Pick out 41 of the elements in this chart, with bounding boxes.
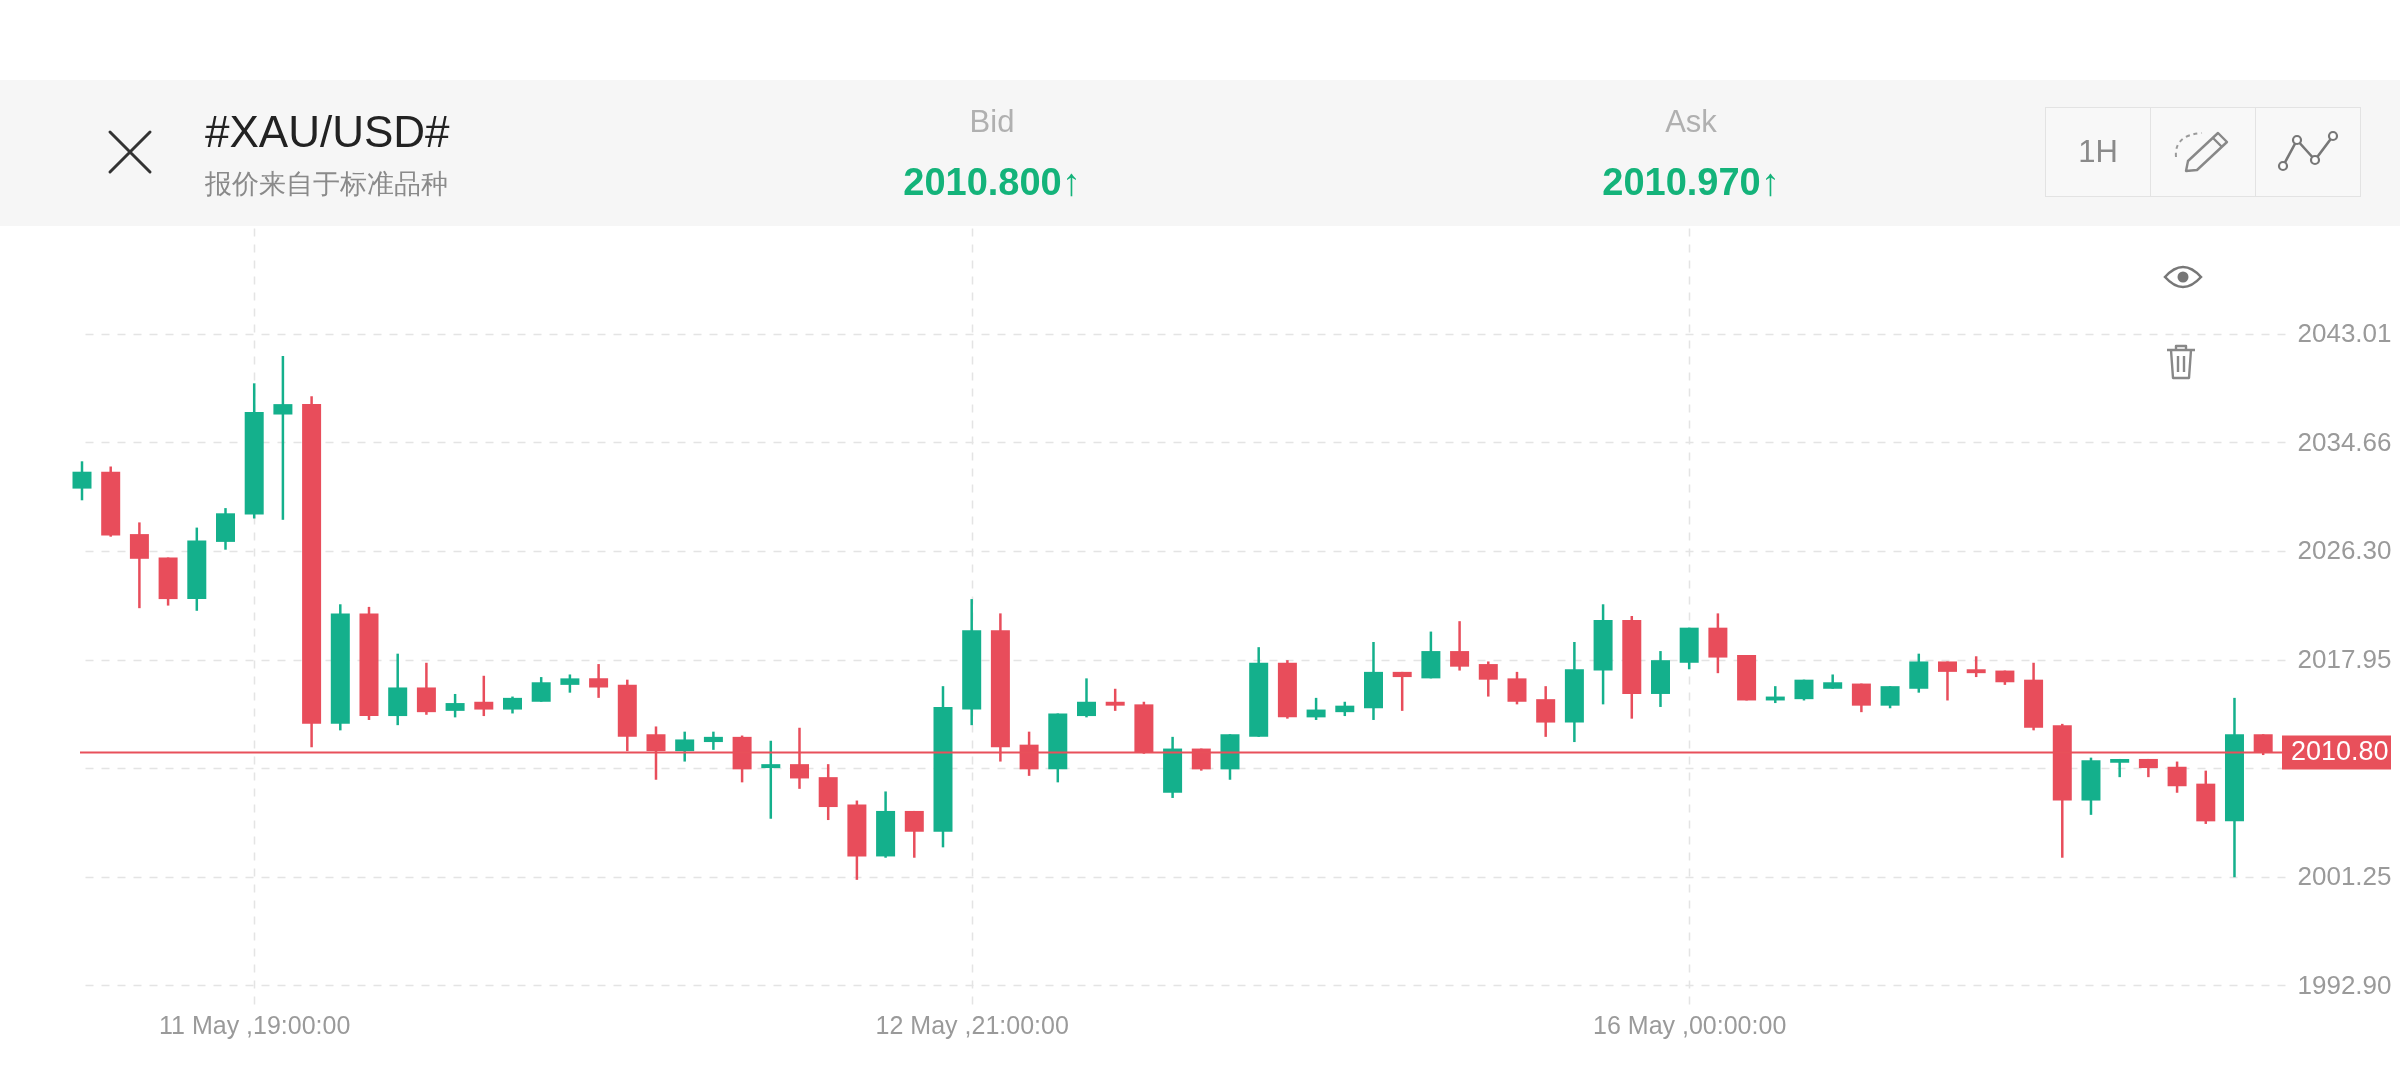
candlestick (904, 809, 924, 859)
candlestick (761, 739, 781, 820)
text: 2010.800↑ (903, 161, 1081, 203)
x-tick-label: 16 May ,00:00:00 (1593, 1010, 1787, 1039)
candlestick (72, 460, 92, 502)
chart-title: #XAU/USD# (205, 107, 451, 156)
candlestick (1392, 670, 1412, 713)
x-tick-label: 12 May ,21:00:00 (875, 1010, 1069, 1039)
ref-line-label: 2010.80 (2291, 736, 2389, 767)
candlestick (1105, 687, 1125, 713)
x-tick-label: 11 May ,19:00:00 (159, 1010, 351, 1039)
candlestick (2167, 760, 2187, 794)
candlestick (531, 675, 551, 704)
y-tick-label: 2026.30 (2297, 535, 2392, 566)
candlestick (703, 730, 723, 752)
candlestick (1536, 684, 1556, 739)
y-tick-label: 1992.90 (2297, 969, 2392, 1000)
text: Bid (969, 103, 1015, 139)
candlestick (1880, 684, 1900, 710)
candlestick (675, 730, 695, 763)
candlestick (560, 673, 580, 694)
candlestick (1306, 696, 1326, 722)
candlestick (1937, 660, 1957, 702)
y-tick-label: 2001.25 (2297, 861, 2392, 892)
candlestick (445, 692, 465, 719)
interval-button: 1H (2045, 107, 2151, 197)
candlestick (589, 662, 609, 700)
candlestick (474, 674, 494, 718)
y-tick-label: 2034.66 (2297, 426, 2392, 457)
candlestick (273, 354, 293, 522)
candlestick (1851, 682, 1871, 714)
candlestick (1478, 660, 1498, 698)
candlestick (1076, 677, 1096, 719)
chart-subtitle: 报价来自于标准品种 (204, 169, 448, 199)
candlestick (1507, 670, 1527, 706)
text: 2010.970↑ (1602, 161, 1780, 203)
y-tick-label: 2017.95 (2297, 644, 2392, 675)
y-tick-label: 2043.01 (2297, 318, 2392, 349)
text: Ask (1665, 103, 1717, 139)
candlestick (1966, 655, 1986, 679)
candlestick (1450, 619, 1470, 672)
